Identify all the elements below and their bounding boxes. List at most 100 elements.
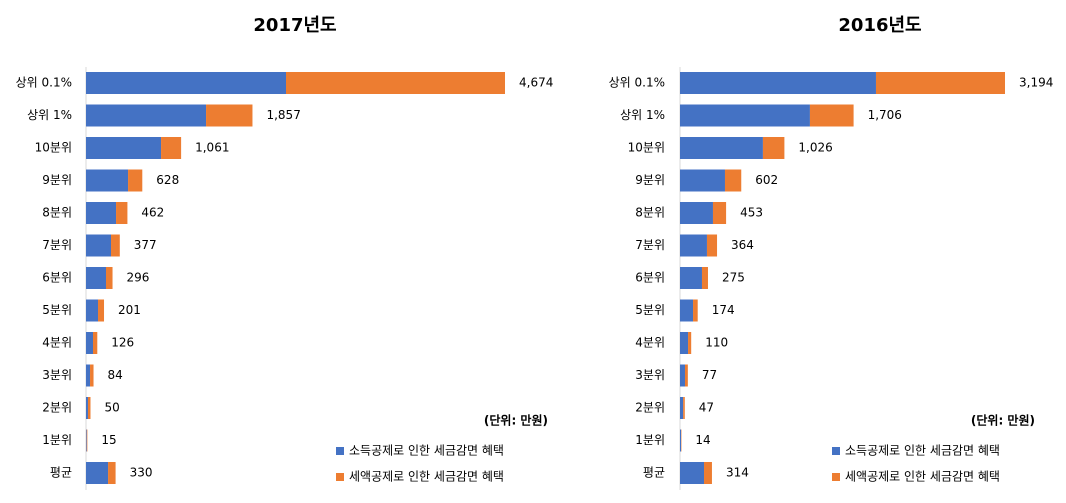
bar-segment: [704, 462, 712, 484]
bar-segment: [86, 104, 207, 127]
bar-segment: [86, 397, 88, 419]
total-label: 126: [111, 336, 134, 350]
total-label: 77: [702, 368, 717, 382]
category-label: 2분위: [635, 401, 665, 415]
bar-segment: [712, 202, 727, 224]
category-label: 상위 0.1%: [609, 76, 665, 90]
bar-segment: [683, 397, 685, 419]
bar-segment: [108, 462, 116, 484]
total-label: 330: [130, 466, 153, 480]
legend-label: 세액공제로 인한 세금감면 혜택: [845, 470, 1000, 484]
category-label: 6분위: [635, 271, 665, 285]
bar-segment: [86, 137, 162, 159]
category-label: 2분위: [42, 401, 72, 415]
bar-segment: [87, 397, 91, 419]
category-label: 8분위: [42, 206, 72, 220]
total-label: 453: [740, 206, 763, 220]
total-label: 201: [118, 303, 141, 317]
chart-title: 2017년도: [253, 15, 336, 36]
bar-segment: [92, 332, 98, 354]
bar-segment: [680, 234, 707, 257]
category-label: 상위 0.1%: [16, 76, 72, 90]
bar-segment: [680, 202, 713, 224]
bar-segment: [680, 364, 685, 387]
legend-label: 소득공제로 인한 세금감면 혜택: [845, 444, 1000, 458]
total-label: 296: [127, 271, 150, 285]
legend-swatch: [336, 473, 344, 481]
bar-segment: [680, 104, 810, 127]
bar-segment: [693, 299, 698, 322]
bar-segment: [684, 364, 688, 387]
total-label: 1,061: [195, 141, 229, 155]
total-label: 377: [134, 238, 157, 252]
bar-segment: [86, 429, 88, 452]
bar-segment: [86, 332, 93, 354]
category-label: 9분위: [635, 173, 665, 187]
bar-segment: [161, 137, 182, 159]
total-label: 110: [705, 336, 728, 350]
bar-segment: [285, 72, 505, 94]
category-label: 3분위: [635, 368, 665, 382]
category-label: 4분위: [42, 336, 72, 350]
total-label: 1,706: [868, 108, 902, 122]
category-label: 8분위: [635, 206, 665, 220]
total-label: 3,194: [1019, 76, 1053, 90]
total-label: 50: [104, 401, 119, 415]
total-label: 462: [141, 206, 164, 220]
category-label: 상위 1%: [27, 108, 72, 122]
bar-segment: [680, 267, 702, 289]
bar-segment: [680, 299, 694, 322]
category-label: 6분위: [42, 271, 72, 285]
total-label: 15: [101, 433, 116, 447]
category-label: 5분위: [635, 303, 665, 317]
total-label: 364: [731, 238, 754, 252]
total-label: 4,674: [519, 76, 553, 90]
legend-label: 소득공제로 인한 세금감면 혜택: [349, 444, 504, 458]
legend-label: 세액공제로 인한 세금감면 혜택: [349, 470, 504, 484]
bar-segment: [86, 72, 286, 94]
bar-segment: [206, 104, 253, 127]
bar-segment: [875, 72, 1005, 94]
category-label: 10분위: [628, 141, 665, 155]
category-label: 평균: [50, 466, 72, 480]
bar-segment: [86, 267, 106, 289]
bar-segment: [86, 429, 87, 452]
category-label: 9분위: [42, 173, 72, 187]
total-label: 1,857: [266, 108, 300, 122]
legend-swatch: [832, 447, 840, 455]
bar-segment: [86, 234, 112, 257]
bar-segment: [680, 332, 689, 354]
bar-segment: [86, 462, 109, 484]
bar-segment: [706, 234, 718, 257]
category-label: 10분위: [35, 141, 72, 155]
bar-segment: [86, 364, 91, 387]
bar-segment: [680, 137, 763, 159]
total-label: 174: [712, 303, 735, 317]
legend-swatch: [832, 473, 840, 481]
category-label: 1분위: [635, 433, 665, 447]
category-label: 1분위: [42, 433, 72, 447]
total-label: 275: [722, 271, 745, 285]
bar-segment: [680, 72, 876, 94]
category-label: 7분위: [42, 238, 72, 252]
total-label: 1,026: [798, 141, 832, 155]
unit-note: (단위: 만원): [484, 413, 548, 428]
bar-segment: [90, 364, 94, 387]
bar-segment: [688, 332, 692, 354]
bar-segment: [86, 202, 117, 224]
bar-segment: [762, 137, 785, 159]
category-label: 4분위: [635, 336, 665, 350]
total-label: 314: [726, 466, 749, 480]
bar-segment: [86, 299, 99, 322]
category-label: 5분위: [42, 303, 72, 317]
bar-segment: [809, 104, 854, 127]
total-label: 628: [156, 173, 179, 187]
total-label: 47: [699, 401, 714, 415]
total-label: 602: [755, 173, 778, 187]
bar-segment: [701, 267, 708, 289]
bar-segment: [98, 299, 105, 322]
bar-segment: [105, 267, 113, 289]
bar-segment: [680, 429, 682, 452]
bar-segment: [116, 202, 128, 224]
